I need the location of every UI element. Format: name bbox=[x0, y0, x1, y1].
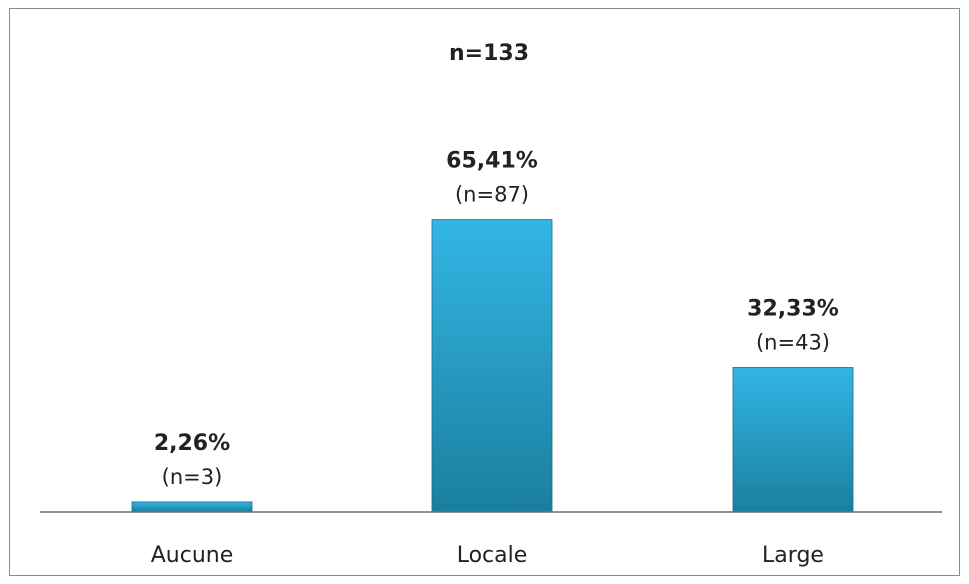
percent-label-locale: 65,41% bbox=[446, 149, 538, 174]
count-label-large: (n=43) bbox=[756, 330, 830, 354]
bar-aucune bbox=[131, 501, 253, 513]
x-tick-label-locale: Locale bbox=[457, 543, 528, 568]
x-tick-label-aucune: Aucune bbox=[151, 543, 234, 568]
count-label-aucune: (n=3) bbox=[162, 465, 223, 489]
count-label-locale: (n=87) bbox=[455, 183, 529, 207]
x-tick-label-large: Large bbox=[762, 543, 824, 568]
percent-label-aucune: 2,26% bbox=[154, 431, 230, 456]
bar-large bbox=[732, 367, 854, 513]
bar-locale bbox=[431, 219, 553, 513]
total-count-label: n=133 bbox=[449, 41, 529, 66]
percent-label-large: 32,33% bbox=[747, 296, 839, 321]
